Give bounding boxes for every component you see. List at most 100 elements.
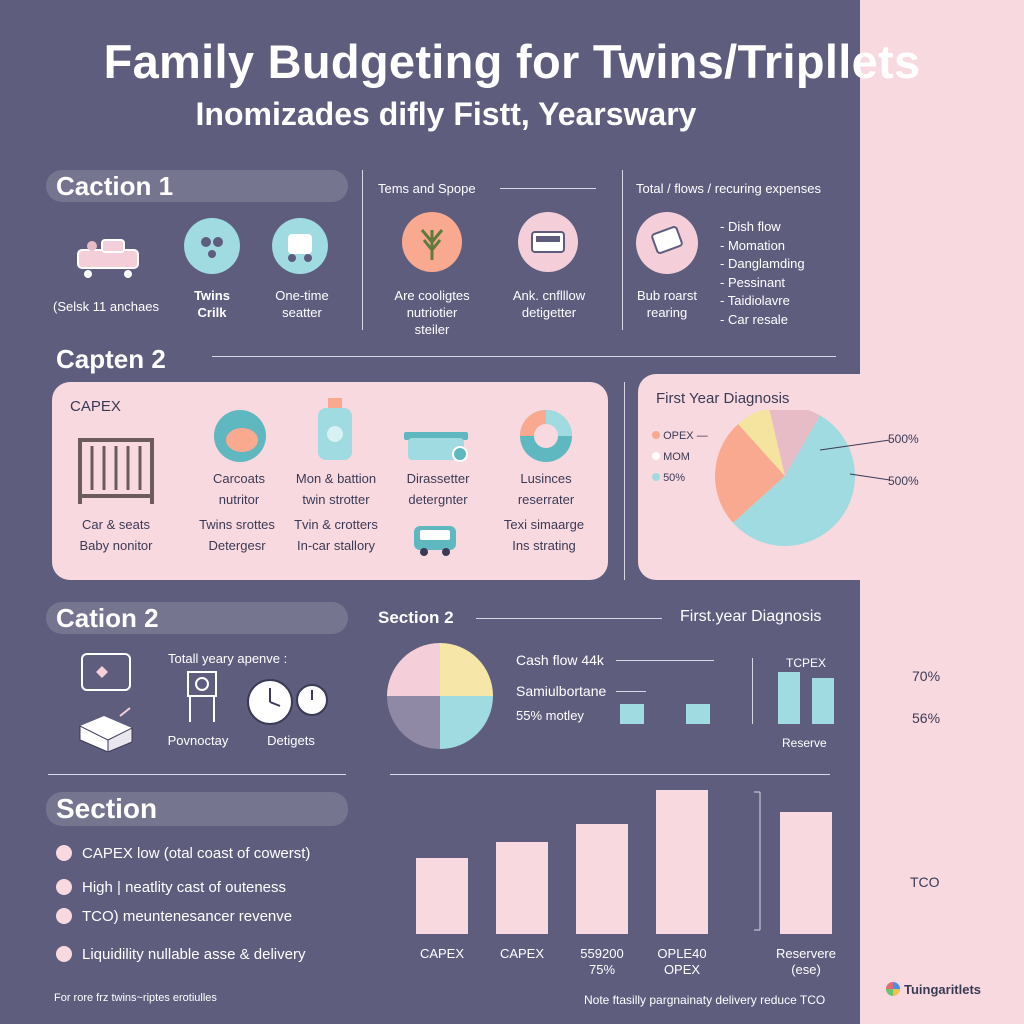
bar-labels: CAPEX CAPEX 559200 75% OPLE40 OPEX Reservere… — [380, 946, 860, 986]
percent-line: 55% motley — [516, 708, 584, 723]
section1-heading: Caction 1 — [46, 170, 348, 202]
car-icon — [410, 516, 460, 558]
page-subtitle: Inomizades difly Fistt, Yearswary — [195, 96, 697, 132]
right-percent: 56% — [912, 710, 941, 726]
plant-label: Are cooligtes nutriotier steiler — [394, 288, 470, 337]
side-strip — [860, 0, 1024, 1024]
total-yearly-label: Totall yeary apenve : — [168, 651, 288, 666]
cash-flow-line: Cash flow 44k — [516, 652, 604, 668]
list-item: - Danglamding — [720, 256, 805, 271]
small-pie-slice-0 — [440, 643, 493, 696]
diagnosis-pie — [715, 410, 891, 546]
high-chair-label: Povnoctay — [167, 733, 229, 748]
mini-bar — [620, 704, 644, 724]
box-icon — [76, 706, 136, 753]
capex-bottom-label: Car & seats Baby nonitor — [79, 517, 153, 553]
car-seat-icon — [272, 218, 328, 274]
list-item: - Taidiolavre — [720, 293, 790, 308]
bar-category-label: CAPEX — [419, 946, 465, 961]
mini-chart-label: TCPEX — [786, 656, 827, 670]
clock-label: Detigets — [267, 733, 315, 748]
axis-bracket — [752, 658, 753, 724]
diagnosis-heading: First Year Diagnosis — [656, 390, 790, 407]
divider — [616, 691, 646, 692]
bathtub-label: Dirassetter detergnter — [406, 471, 470, 507]
totals-list: - Dish flow - Momation - Danglamding - P… — [720, 218, 850, 329]
diagnosis-pie-slice-2 — [738, 410, 785, 476]
capex-bottom-label: Texi simaarge Ins strating — [503, 517, 585, 553]
divider — [616, 660, 714, 661]
mini-reserve-label: Reserve — [782, 736, 827, 750]
bar-category-label: 559200 75% — [580, 946, 624, 977]
tco-annotation: TCO — [910, 874, 940, 890]
pie-icon — [518, 408, 574, 464]
crib-icon — [76, 432, 156, 504]
capex-bottom-label: Twins srottes Detergesr — [199, 517, 275, 553]
divider — [622, 170, 623, 330]
legend-item: OPEX — — [652, 426, 742, 447]
baby-face-label: Carcoats nutritor — [212, 471, 266, 507]
capex-panel: CAPEX Carcoats nutritor Mon & battion tw… — [52, 382, 608, 580]
bullet-item: Liquidility nullable asse & delivery — [56, 943, 356, 965]
small-pie-slice-1 — [440, 696, 493, 749]
bottle-label: Mon & battion twin strotter — [295, 471, 377, 507]
footer-note: Note ftasilly pargnainaty delivery reduc… — [584, 993, 826, 1007]
capex-heading: CAPEX — [70, 398, 121, 415]
list-item: - Pessinant — [720, 274, 786, 290]
baby-face-icon — [214, 410, 266, 462]
bar-4 — [780, 812, 832, 934]
bullet-item: High | neatlity cast of outeness — [56, 876, 356, 898]
brand-name: Tuingaritlets — [904, 982, 982, 997]
high-chair-icon — [184, 668, 220, 724]
divider — [48, 774, 346, 775]
document-label: Bub roarst rearing — [637, 288, 697, 320]
bathtub-icon — [402, 426, 472, 466]
legend-item: MOM — [652, 447, 742, 468]
totals-heading: Total / flows / recuring expenses — [636, 181, 821, 196]
chart-top-rule — [390, 774, 830, 775]
budget-bar-chart — [416, 790, 832, 934]
diagnosis-pie-slice-1 — [715, 423, 785, 523]
small-pie-slice-3 — [387, 643, 440, 696]
bar-category-label: OPLE40 OPEX — [657, 946, 707, 977]
pie-icon-label: Lusinces reserrater — [517, 471, 575, 507]
bar-category-label: CAPEX — [499, 946, 545, 961]
section5-heading: Section — [46, 792, 348, 826]
twins-icon — [184, 218, 240, 274]
small-pie — [387, 643, 493, 749]
bed-label: Ank. cnflllow detigetter — [512, 288, 586, 320]
divider — [476, 618, 662, 619]
bullet-dot — [56, 879, 72, 895]
section4-heading: Section 2 — [378, 608, 454, 627]
section3-heading: Cation 2 — [46, 602, 348, 634]
bottle-icon — [314, 396, 356, 462]
footer-left: For rore frz twins~riptes erotiulles — [54, 992, 217, 1004]
plant-icon — [402, 212, 462, 272]
pie-callout: 500% — [888, 432, 919, 446]
terms-heading: Tems and Spope — [378, 181, 476, 196]
list-item: - Dish flow — [720, 219, 781, 234]
bar-1 — [496, 842, 548, 934]
legend-item: 50% — [652, 468, 742, 489]
document-icon — [636, 212, 698, 274]
bar-category-label: Reservere (ese) — [776, 946, 836, 977]
bar-3 — [656, 790, 708, 934]
bullet-dot — [56, 946, 72, 962]
stroller-icon — [72, 236, 144, 280]
bullet-item: CAPEX low (otal coast of cowerst) — [56, 842, 356, 864]
pie-callout: 500% — [888, 474, 919, 488]
clock-icon — [246, 676, 336, 726]
mini-bar — [812, 678, 834, 724]
twins-label: Twins Crilk — [194, 288, 230, 320]
capex-bottom-label: Tvin & crotters In-car stallory — [294, 517, 378, 553]
pie-legend: OPEX — MOM 50% — [652, 426, 742, 489]
right-percent: 70% — [912, 668, 941, 684]
bullet-dot — [56, 845, 72, 861]
subtotal-line: Samiulbortane — [516, 683, 607, 699]
mini-bar — [778, 672, 800, 724]
mini-bar — [686, 704, 710, 724]
divider — [624, 382, 625, 580]
car-seat-label: One-time seatter — [275, 288, 329, 320]
divider — [212, 356, 836, 357]
divider — [500, 188, 596, 189]
